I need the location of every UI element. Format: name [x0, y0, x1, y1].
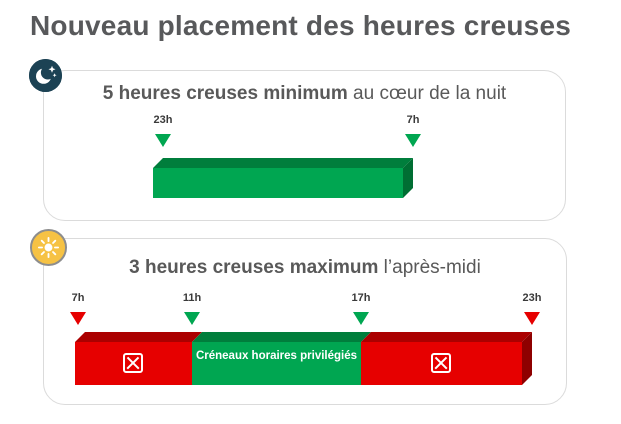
- segment-excluded-2-side: [522, 332, 532, 385]
- marker-label-23h: 23h: [522, 292, 542, 304]
- segment-excluded-1: [75, 342, 192, 385]
- moon-icon: [29, 59, 62, 92]
- sun-badge: [30, 229, 67, 266]
- night-heading-bold: 5 heures creuses minimum: [102, 83, 348, 104]
- sun-icon: [37, 236, 60, 259]
- marker-label-17h: 17h: [351, 292, 371, 304]
- night-heading-rest: au cœur de la nuit: [347, 83, 507, 104]
- afternoon-offpeak-bar: Créneaux horaires privilégiés: [75, 332, 532, 385]
- marker-arrow-23h: [524, 312, 540, 325]
- afternoon-heading-bold: 3 heures creuses maximum: [129, 257, 379, 278]
- bar-front-face: [153, 168, 403, 198]
- afternoon-heading: 3 heures creuses maximum l’après-midi: [43, 257, 567, 279]
- segment-excluded-2: [361, 342, 522, 385]
- crossed-box-icon: [123, 353, 143, 373]
- afternoon-heading-rest: l’après-midi: [378, 257, 481, 278]
- marker-arrow-17h: [353, 312, 369, 325]
- bar-top-face: [153, 158, 413, 168]
- segment-allowed: Créneaux horaires privilégiés: [192, 342, 361, 385]
- page-title: Nouveau placement des heures creuses: [30, 10, 571, 41]
- night-offpeak-bar: [153, 158, 413, 198]
- segment-excluded-1-top: [75, 332, 202, 342]
- marker-label-23h-night: 23h: [153, 114, 173, 126]
- night-heading: 5 heures creuses minimum au cœur de la n…: [43, 83, 566, 105]
- marker-label-11h: 11h: [182, 292, 202, 304]
- moon-badge: [29, 59, 62, 92]
- marker-label-7h-night: 7h: [406, 114, 420, 126]
- marker-arrow-7h: [70, 312, 86, 325]
- crossed-box-icon: [431, 353, 451, 373]
- segment-allowed-top: [192, 332, 371, 342]
- marker-arrow-11h: [184, 312, 200, 325]
- privileged-slots-label: Créneaux horaires privilégiés: [195, 350, 358, 362]
- marker-label-7h: 7h: [71, 292, 85, 304]
- segment-excluded-2-top: [361, 332, 532, 342]
- marker-arrow-23h-night: [155, 134, 171, 147]
- marker-arrow-7h-night: [405, 134, 421, 147]
